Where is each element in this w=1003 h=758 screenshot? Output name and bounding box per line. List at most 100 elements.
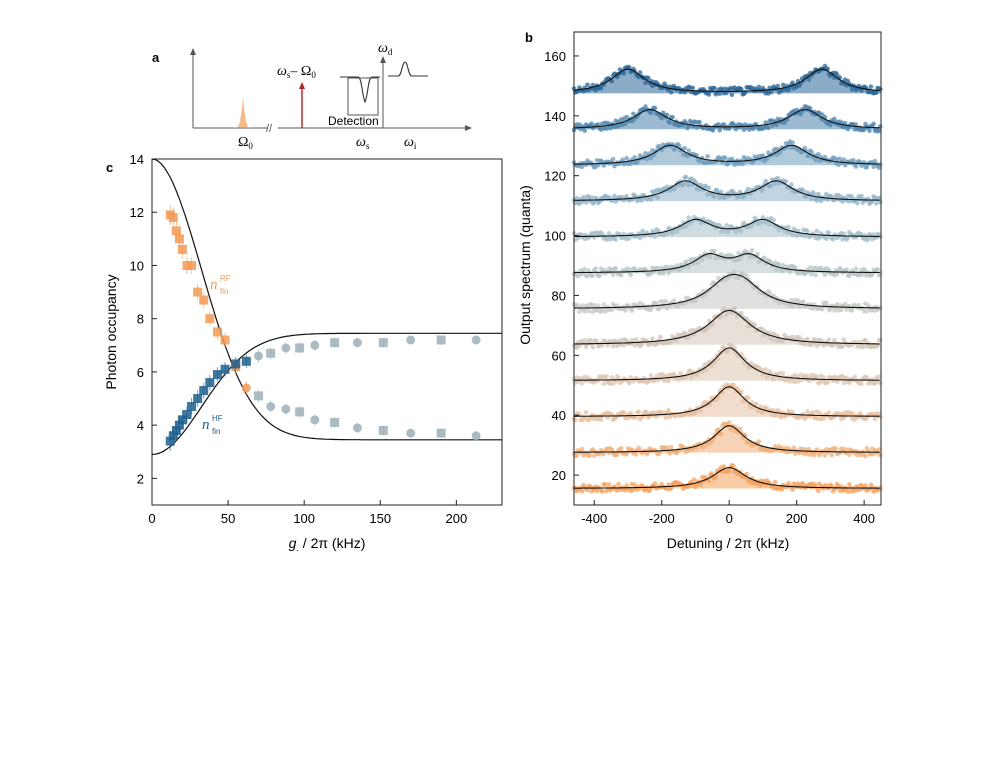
signal-dip-curve bbox=[340, 76, 380, 104]
spectrum-point-10 bbox=[876, 128, 882, 133]
spectrum-point-9 bbox=[764, 156, 770, 162]
spectrum-point-1 bbox=[756, 439, 762, 444]
spectrum-point-5 bbox=[671, 298, 677, 303]
data-point-hf bbox=[212, 370, 222, 380]
spectrum-point-3 bbox=[771, 377, 776, 382]
spectrum-point-2 bbox=[628, 411, 633, 416]
spectrum-point-7 bbox=[802, 234, 808, 239]
spectrum-point-4 bbox=[577, 343, 582, 349]
spectrum-point-8 bbox=[859, 193, 864, 199]
spectrum-point-7 bbox=[717, 223, 722, 228]
spectrum-point-5 bbox=[663, 299, 669, 304]
spectrum-point-10 bbox=[604, 126, 609, 131]
spectrum-point-9 bbox=[760, 153, 766, 158]
spectrum-point-1 bbox=[713, 431, 718, 437]
spectrum-fill-3 bbox=[574, 347, 881, 381]
spectrum-point-7 bbox=[790, 232, 795, 238]
spectrum-point-7 bbox=[805, 228, 810, 234]
spectrum-point-3 bbox=[744, 361, 749, 367]
spectrum-point-2 bbox=[851, 411, 856, 417]
spectrum-point-6 bbox=[712, 248, 717, 254]
spectrum-point-9 bbox=[725, 161, 731, 167]
spectrum-point-4 bbox=[582, 337, 588, 343]
spectrum-point-5 bbox=[832, 308, 837, 313]
spectrum-point-4 bbox=[875, 343, 880, 348]
spectrum-point-7 bbox=[841, 231, 847, 237]
spectrum-point-3 bbox=[689, 375, 694, 380]
spectrum-point-4 bbox=[840, 344, 845, 350]
spectrum-point-6 bbox=[593, 266, 598, 271]
spectrum-point-2 bbox=[739, 389, 744, 395]
spectrum-point-3 bbox=[678, 371, 683, 376]
spectrum-point-4 bbox=[668, 339, 674, 345]
spectrum-point-2 bbox=[666, 408, 671, 413]
spectrum-point-10 bbox=[659, 115, 664, 121]
data-point-rf bbox=[212, 327, 222, 337]
data-point-rf bbox=[199, 295, 209, 305]
spectrum-point-5 bbox=[767, 290, 772, 296]
spectrum-point-4 bbox=[878, 338, 883, 343]
spectrum-point-3 bbox=[780, 371, 786, 377]
panel-c-y-tick-label: 6 bbox=[137, 365, 144, 380]
data-point-hf bbox=[168, 431, 178, 441]
spectrum-point-4 bbox=[633, 337, 639, 342]
spectrum-point-7 bbox=[652, 234, 658, 239]
spectrum-point-6 bbox=[793, 265, 798, 271]
spectrum-point-9 bbox=[624, 155, 629, 161]
spectrum-point-5 bbox=[801, 299, 806, 305]
spectrum-point-1 bbox=[718, 431, 724, 437]
spectrum-point-10 bbox=[582, 128, 588, 133]
legend-n-rf-sup: RF bbox=[220, 274, 231, 283]
spectrum-point-4 bbox=[770, 337, 775, 343]
data-point-hf bbox=[281, 343, 291, 353]
panel-c-chart: c 0 50 100 150 200 2 4 6 8 10 12 14 g. / 2π (kHz) P… bbox=[103, 152, 503, 553]
panel-c-x-tick-label: 0 bbox=[148, 511, 155, 526]
spectrum-point-7 bbox=[637, 235, 643, 241]
spectrum-point-9 bbox=[853, 164, 859, 169]
spectrum-point-11 bbox=[834, 72, 840, 77]
spectrum-point-6 bbox=[618, 273, 624, 278]
spectrum-point-3 bbox=[844, 375, 849, 381]
spectrum-point-4 bbox=[841, 337, 847, 342]
spectrum-point-3 bbox=[666, 378, 671, 384]
spectrum-point-2 bbox=[821, 416, 826, 421]
spectrum-point-0 bbox=[579, 489, 585, 494]
spectrum-point-2 bbox=[805, 409, 810, 414]
spectrum-point-6 bbox=[586, 268, 592, 273]
spectrum-point-11 bbox=[717, 91, 722, 96]
legend-n-hf-sub: fin bbox=[212, 427, 220, 436]
spectrum-point-8 bbox=[855, 200, 860, 206]
panel-label-c: c bbox=[106, 160, 113, 175]
spectrum-point-4 bbox=[802, 342, 808, 347]
spectrum-point-7 bbox=[724, 223, 729, 228]
spectrum-point-10 bbox=[774, 122, 779, 128]
spectrum-point-0 bbox=[772, 479, 778, 485]
spectrum-point-6 bbox=[875, 267, 880, 272]
spectrum-point-0 bbox=[652, 481, 658, 486]
spectrum-point-6 bbox=[755, 251, 760, 257]
data-point-rf bbox=[220, 335, 230, 345]
spectrum-point-5 bbox=[582, 309, 588, 314]
panel-b-y-tick-label: 160 bbox=[544, 49, 566, 64]
spectrum-point-8 bbox=[814, 198, 820, 203]
spectrum-point-10 bbox=[867, 128, 872, 134]
omega-s-label: ωs bbox=[356, 135, 370, 151]
legend-n-rf: n bbox=[210, 277, 218, 293]
data-point-hf bbox=[171, 425, 181, 435]
spectrum-point-8 bbox=[874, 201, 879, 206]
spectrum-point-7 bbox=[760, 215, 766, 220]
spectrum-point-10 bbox=[608, 125, 613, 131]
data-point-hf bbox=[220, 364, 230, 374]
data-point-rf bbox=[174, 234, 184, 244]
spectrum-point-4 bbox=[674, 338, 679, 344]
spectrum-point-6 bbox=[860, 272, 866, 277]
spectrum-point-0 bbox=[698, 482, 704, 488]
spectrum-point-2 bbox=[810, 410, 816, 415]
spectrum-point-0 bbox=[721, 464, 727, 469]
panel-a-schematic: a // Ω0 ωs– Ω0 ωd Detection ωs ω bbox=[152, 41, 472, 151]
spectrum-point-5 bbox=[577, 309, 582, 315]
spectrum-point-7 bbox=[814, 228, 820, 234]
data-point-rf bbox=[378, 425, 388, 435]
axis-break-mark: // bbox=[266, 123, 273, 135]
spectrum-point-1 bbox=[797, 450, 802, 456]
